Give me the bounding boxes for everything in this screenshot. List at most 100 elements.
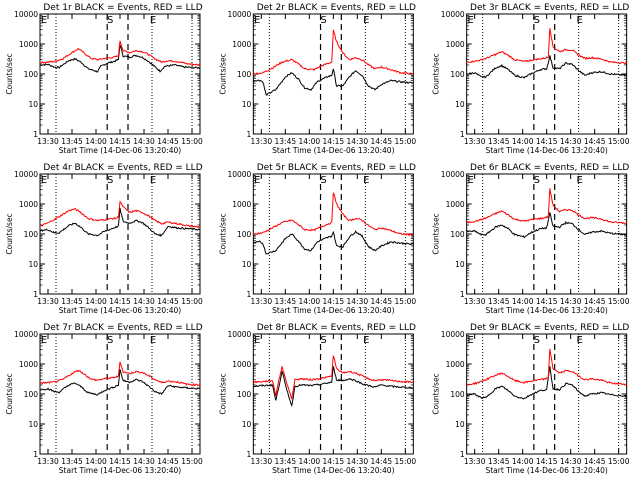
saa-end-marker: E xyxy=(576,335,582,346)
chart-title: Det 8r BLACK = Events, RED = LLD xyxy=(257,323,416,333)
saa-start-marker: S xyxy=(320,175,326,186)
x-tick-label: 14:15 xyxy=(109,137,131,146)
y-tick-label: 10 xyxy=(242,420,252,429)
x-axis-label: Start Time (14-Dec-06 13:20:40) xyxy=(59,146,181,155)
y-axis-label: Counts/sec xyxy=(218,213,227,254)
x-axis-label: Start Time (14-Dec-06 13:20:40) xyxy=(272,306,394,315)
x-tick-label: 14:00 xyxy=(512,457,534,466)
x-tick-label: 15:00 xyxy=(181,457,203,466)
y-axis-label: Counts/sec xyxy=(218,373,227,414)
flare-flag-marker: E xyxy=(467,335,473,346)
series-lld xyxy=(252,29,414,75)
flare-flag-marker: E xyxy=(467,15,473,26)
chart-panel-3: Det 3r BLACK = Events, RED = LLD 1 10 100 10… xyxy=(432,3,630,155)
x-tick-label: 14:00 xyxy=(512,137,534,146)
y-axis-label: Counts/sec xyxy=(218,53,227,94)
plot-frame xyxy=(466,13,628,135)
y-tick-label: 10 xyxy=(28,260,38,269)
x-tick-label: 14:00 xyxy=(85,137,107,146)
saa-end-marker: E xyxy=(150,175,156,186)
y-tick-label: 100 xyxy=(237,390,252,399)
series-lld xyxy=(253,192,414,236)
x-tick-label: 13:30 xyxy=(251,297,273,306)
y-tick-label: 10000 xyxy=(14,10,38,19)
chart-panel-2: Det 2r BLACK = Events, RED = LLD 1 10 100 10… xyxy=(218,3,416,155)
y-tick-label: 10000 xyxy=(441,10,465,19)
x-tick-label: 14:15 xyxy=(536,457,558,466)
y-tick-label: 100 xyxy=(237,230,252,239)
saa-start-marker: S xyxy=(534,335,540,346)
x-tick-label: 14:30 xyxy=(347,297,369,306)
x-tick-label: 13:45 xyxy=(61,457,83,466)
chart-title: Det 3r BLACK = Events, RED = LLD xyxy=(470,3,629,13)
x-tick-label: 13:45 xyxy=(275,457,297,466)
x-tick-label: 14:15 xyxy=(323,457,345,466)
x-tick-label: 14:15 xyxy=(323,297,345,306)
chart-title: Det 6r BLACK = Events, RED = LLD xyxy=(470,163,629,173)
y-tick-label: 100 xyxy=(237,70,252,79)
y-tick-label: 1000 xyxy=(232,40,251,49)
y-tick-label: 10 xyxy=(28,420,38,429)
y-tick-label: 100 xyxy=(450,70,465,79)
series-events xyxy=(466,212,628,239)
y-tick-label: 100 xyxy=(24,70,39,79)
x-tick-label: 14:45 xyxy=(371,297,393,306)
x-tick-label: 13:30 xyxy=(251,457,273,466)
chart-title: Det 4r BLACK = Events, RED = LLD xyxy=(43,163,202,173)
x-tick-label: 13:30 xyxy=(251,137,273,146)
chart-panel-6: Det 6r BLACK = Events, RED = LLD 1 10 100 10… xyxy=(432,163,630,315)
flare-flag-marker: E xyxy=(41,15,47,26)
saa-end-marker: E xyxy=(576,175,582,186)
x-tick-label: 13:30 xyxy=(37,137,59,146)
x-tick-label: 14:45 xyxy=(371,457,393,466)
x-tick-label: 15:00 xyxy=(608,457,630,466)
x-tick-label: 14:15 xyxy=(323,137,345,146)
series-events xyxy=(466,55,627,79)
saa-end-marker: E xyxy=(150,335,156,346)
x-tick-label: 15:00 xyxy=(608,137,630,146)
x-tick-label: 14:45 xyxy=(584,457,606,466)
x-tick-label: 14:15 xyxy=(536,297,558,306)
plot-frame xyxy=(39,173,201,295)
x-tick-label: 13:45 xyxy=(275,297,297,306)
y-axis-label: Counts/sec xyxy=(5,373,14,414)
x-axis-label: Start Time (14-Dec-06 13:20:40) xyxy=(485,146,607,155)
x-tick-label: 14:45 xyxy=(157,457,179,466)
x-tick-label: 14:30 xyxy=(560,457,582,466)
series-lld xyxy=(39,361,201,387)
saa-end-marker: E xyxy=(363,335,369,346)
x-tick-label: 15:00 xyxy=(395,457,417,466)
y-tick-label: 1 xyxy=(247,290,252,299)
y-tick-label: 10 xyxy=(242,260,252,269)
x-axis-label: Start Time (14-Dec-06 13:20:40) xyxy=(485,306,607,315)
x-tick-label: 14:00 xyxy=(85,297,107,306)
saa-end-marker: E xyxy=(363,175,369,186)
chart-title: Det 1r BLACK = Events, RED = LLD xyxy=(43,3,202,13)
y-tick-label: 10000 xyxy=(14,170,38,179)
series-events xyxy=(253,230,414,255)
y-tick-label: 1 xyxy=(33,450,38,459)
x-axis-label: Start Time (14-Dec-06 13:20:40) xyxy=(485,466,607,475)
y-tick-label: 1000 xyxy=(232,360,251,369)
saa-end-marker: E xyxy=(576,15,582,26)
chart-panel-5: Det 5r BLACK = Events, RED = LLD 1 10 100 10… xyxy=(218,163,416,315)
x-tick-label: 13:30 xyxy=(464,137,486,146)
x-tick-label: 14:00 xyxy=(299,137,321,146)
y-tick-label: 100 xyxy=(450,230,465,239)
x-tick-label: 13:45 xyxy=(61,297,83,306)
series-lld xyxy=(39,40,201,67)
y-tick-label: 10000 xyxy=(441,170,465,179)
chart-title: Det 5r BLACK = Events, RED = LLD xyxy=(257,163,416,173)
chart-panel-9: Det 9r BLACK = Events, RED = LLD 1 10 100 10… xyxy=(432,323,630,475)
x-tick-label: 14:00 xyxy=(85,457,107,466)
y-tick-label: 1000 xyxy=(446,40,465,49)
x-tick-label: 14:00 xyxy=(512,297,534,306)
x-tick-label: 13:45 xyxy=(488,137,510,146)
saa-end-marker: E xyxy=(150,15,156,26)
x-tick-label: 14:30 xyxy=(560,297,582,306)
y-tick-label: 1 xyxy=(33,290,38,299)
flare-flag-marker: E xyxy=(254,335,260,346)
y-tick-label: 10 xyxy=(455,260,465,269)
saa-start-marker: S xyxy=(320,335,326,346)
